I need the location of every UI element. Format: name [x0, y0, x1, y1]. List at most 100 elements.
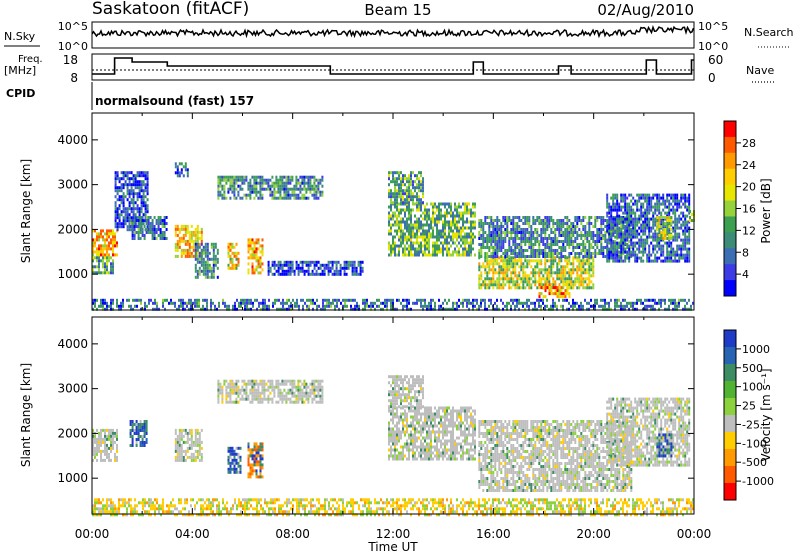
echo-cell — [666, 205, 669, 209]
echo-cell — [180, 162, 183, 166]
echo-cell — [135, 426, 138, 429]
echo-cell — [550, 289, 553, 293]
echo-cell — [608, 211, 611, 215]
echo-cell — [592, 304, 594, 308]
echo-cell — [122, 171, 125, 175]
echo-cell — [434, 211, 436, 215]
echo-cell — [200, 260, 203, 264]
echo-cell — [674, 238, 677, 242]
echo-cell — [564, 216, 567, 219]
echo-cell — [131, 219, 134, 222]
echo-cell — [622, 205, 625, 209]
echo-cell — [404, 226, 406, 230]
echo-cell — [500, 268, 503, 272]
echo-cell — [532, 249, 535, 252]
echo-cell — [231, 190, 234, 194]
echo-cell — [192, 301, 194, 305]
echo-cell — [216, 257, 219, 261]
echo-cell — [514, 234, 517, 237]
echo-cell — [684, 235, 687, 239]
echo-cell — [682, 232, 685, 236]
echo-cell — [241, 181, 244, 185]
echo-cell — [644, 211, 647, 215]
echo-cell — [536, 286, 539, 290]
echo-cell — [293, 184, 296, 188]
echo-cell — [228, 304, 230, 308]
echo-cell — [182, 233, 185, 237]
echo-cell — [289, 196, 292, 200]
echo-cell — [129, 423, 132, 426]
echo-cell — [374, 307, 376, 311]
echo-cell — [630, 193, 633, 197]
echo-cell — [624, 193, 627, 197]
echo-cell — [504, 228, 507, 231]
echo-cell — [124, 210, 127, 214]
echo-cell — [200, 230, 203, 234]
echo-cell — [522, 268, 525, 272]
echo-cell — [616, 223, 619, 227]
echo-cell — [500, 240, 503, 243]
echo-cell — [414, 247, 416, 251]
echo-cell — [612, 223, 615, 227]
echo-cell — [480, 265, 483, 269]
noise-sky-trace — [91, 24, 695, 39]
echo-cell — [416, 220, 418, 224]
echo-cell — [321, 263, 324, 267]
echo-cell — [338, 307, 340, 311]
echo-cell — [134, 304, 136, 308]
echo-cell — [422, 250, 424, 254]
echo-cell — [568, 277, 571, 281]
echo-cell — [542, 252, 545, 255]
echo-cell — [251, 190, 254, 194]
echo-cell — [568, 228, 571, 231]
echo-cell — [120, 171, 123, 175]
echo-cell — [126, 219, 129, 223]
echo-cell — [528, 286, 531, 290]
echo-cell — [138, 186, 141, 190]
echo-cell — [524, 243, 527, 246]
echo-cell — [196, 301, 198, 305]
echo-cell — [458, 220, 460, 224]
echo-cell — [680, 244, 683, 248]
echo-cell — [524, 222, 527, 225]
echo-cell — [648, 247, 651, 251]
echo-cell — [456, 220, 458, 224]
echo-cell — [662, 228, 665, 231]
echo-cell — [620, 208, 623, 212]
echo-cell — [255, 253, 258, 257]
echo-cell — [592, 268, 595, 272]
echo-cell — [157, 219, 160, 222]
echo-cell — [494, 243, 497, 246]
echo-cell — [200, 254, 203, 258]
echo-cell — [562, 283, 565, 287]
echo-cell — [269, 269, 272, 273]
echo-cell — [482, 262, 485, 266]
echo-cell — [305, 175, 308, 179]
echo-cell — [612, 208, 615, 212]
echo-cell — [550, 237, 553, 240]
echo-cell — [600, 228, 603, 231]
echo-cell — [550, 231, 553, 234]
echo-cell — [588, 259, 591, 263]
echo-cell — [540, 271, 543, 275]
echo-cell — [530, 283, 533, 287]
echo-cell — [616, 256, 619, 260]
echo-cell — [518, 252, 521, 255]
echo-cell — [674, 220, 677, 224]
echo-cell — [313, 196, 316, 200]
echo-cell — [424, 301, 426, 305]
echo-cell — [460, 211, 462, 215]
echo-cell — [184, 239, 187, 243]
echo-cell — [272, 304, 274, 308]
echo-cell — [424, 214, 426, 218]
echo-cell — [612, 232, 615, 236]
nave-label: Nave — [746, 64, 774, 77]
echo-cell — [490, 298, 492, 302]
echo-cell — [416, 217, 418, 221]
echo-cell — [124, 174, 127, 178]
echo-cell — [110, 229, 112, 233]
echo-cell — [560, 219, 563, 222]
echo-cell — [514, 225, 517, 228]
echo-cell — [180, 171, 183, 175]
